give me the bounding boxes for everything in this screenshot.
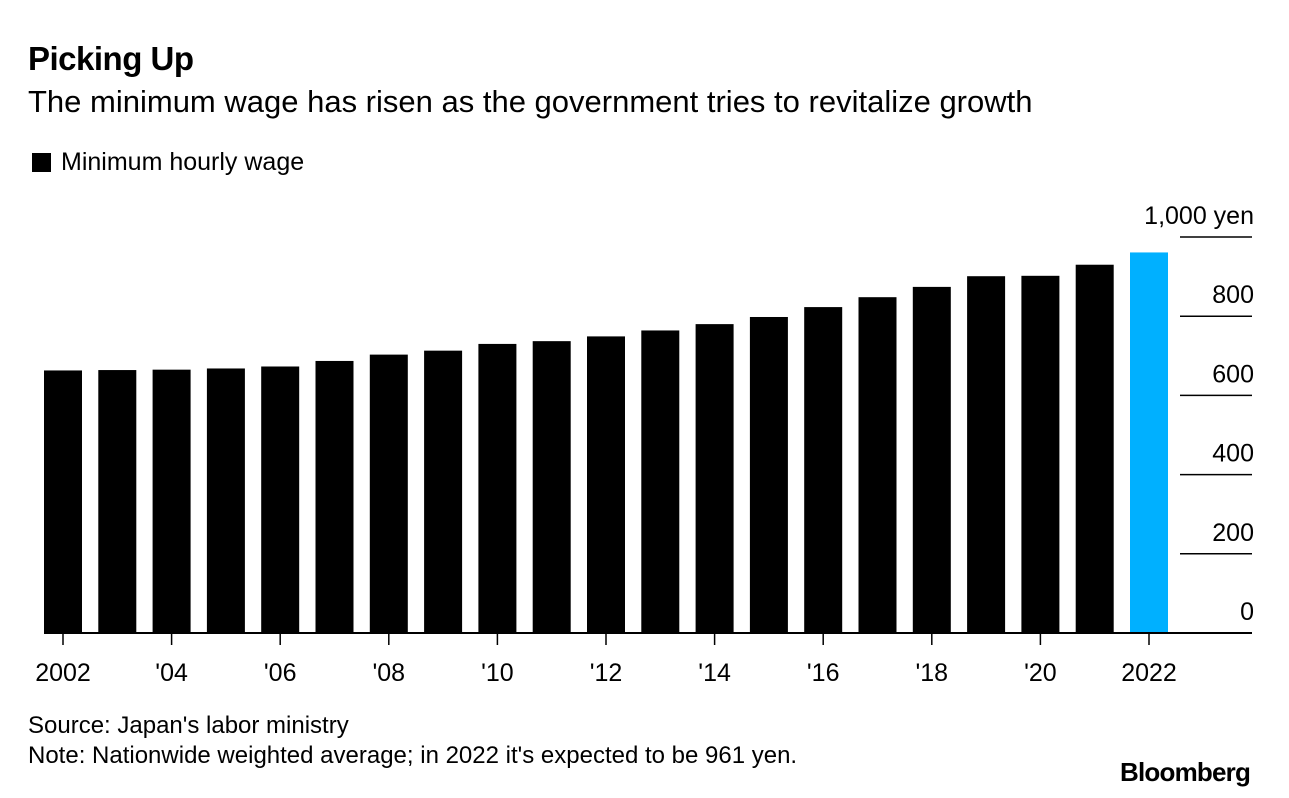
bar-2006 xyxy=(261,366,300,633)
bar-2013 xyxy=(641,330,680,633)
x-tick-label: '16 xyxy=(807,659,840,687)
x-tick-label: '20 xyxy=(1024,659,1057,687)
legend: Minimum hourly wage xyxy=(32,148,304,177)
x-tick-label: '08 xyxy=(373,659,406,687)
bar-2022 xyxy=(1130,252,1168,633)
bar-2019 xyxy=(967,276,1006,633)
x-tick-label: '10 xyxy=(481,659,514,687)
chart-subtitle: The minimum wage has risen as the govern… xyxy=(28,84,1033,119)
x-tick-label: '04 xyxy=(155,659,188,687)
x-tick-label: '18 xyxy=(916,659,949,687)
bar-2003 xyxy=(98,370,137,633)
bar-2005 xyxy=(206,368,245,633)
y-tick-label: 0 xyxy=(1240,598,1254,626)
bar-2012 xyxy=(587,336,625,633)
chart-title: Picking Up xyxy=(28,40,194,77)
x-tick-label: '14 xyxy=(698,659,731,687)
bar-2010 xyxy=(478,343,517,633)
bar-2002 xyxy=(44,370,82,633)
x-tick-label: 2002 xyxy=(35,659,91,687)
bar-2016 xyxy=(804,307,843,633)
legend-swatch xyxy=(32,153,51,172)
bar-2011 xyxy=(532,341,571,633)
y-tick-label: 400 xyxy=(1212,440,1254,468)
bar-2015 xyxy=(749,316,788,633)
bar-2018 xyxy=(912,286,951,633)
x-tick-label: 2022 xyxy=(1121,659,1177,687)
bar-2014 xyxy=(695,324,734,633)
y-tick-label: 1,000 yen xyxy=(1144,202,1254,230)
footnote: Note: Nationwide weighted average; in 20… xyxy=(28,742,798,769)
bar-2009 xyxy=(424,350,463,633)
x-tick-label: '06 xyxy=(264,659,297,687)
bar-2008 xyxy=(369,354,408,633)
y-tick-label: 200 xyxy=(1212,519,1254,547)
y-tick-label: 800 xyxy=(1212,281,1254,309)
bloomberg-logo: Bloomberg xyxy=(1120,757,1251,787)
bar-2007 xyxy=(315,360,354,633)
x-tick-label: '12 xyxy=(590,659,623,687)
y-tick-label: 600 xyxy=(1212,360,1254,388)
bar-2021 xyxy=(1075,264,1114,633)
bar-2017 xyxy=(858,297,897,633)
bar-2004 xyxy=(152,369,191,633)
source-note: Source: Japan's labor ministry xyxy=(28,712,349,739)
legend-label: Minimum hourly wage xyxy=(61,148,305,176)
bar-2020 xyxy=(1021,275,1060,633)
